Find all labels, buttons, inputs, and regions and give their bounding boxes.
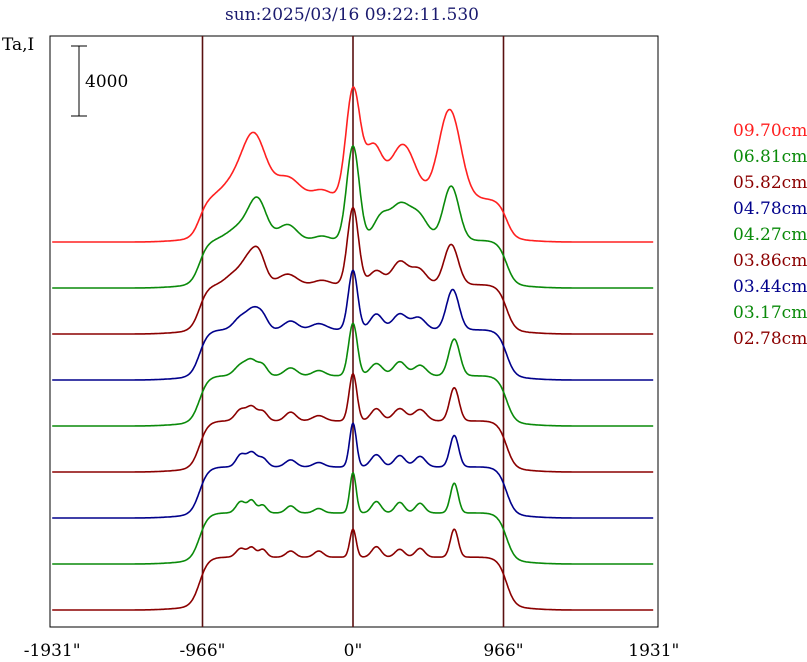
series-line-06.81cm xyxy=(52,145,654,289)
x-tick-label-2: 0" xyxy=(344,641,363,661)
series-line-05.82cm xyxy=(52,206,654,335)
series-line-04.78cm xyxy=(52,269,654,381)
x-tick-label-1: -966" xyxy=(179,641,225,661)
plot-area: 4000 -1931" -966" 0" 966" 1931" xyxy=(24,35,679,661)
series-line-04.27cm xyxy=(52,322,654,427)
series-line-03.17cm xyxy=(52,471,654,565)
x-tick-label-0: -1931" xyxy=(24,641,81,661)
x-tick-label-4: 1931" xyxy=(628,641,679,661)
series-line-03.44cm xyxy=(52,422,654,519)
legend-entry-04.27cm: 04.27cm xyxy=(733,225,807,245)
legend-entry-03.86cm: 03.86cm xyxy=(733,251,807,271)
legend-entry-05.82cm: 05.82cm xyxy=(733,173,807,193)
legend-entry-03.17cm: 03.17cm xyxy=(733,303,807,323)
legend-entry-09.70cm: 09.70cm xyxy=(733,121,807,141)
series-line-02.78cm xyxy=(52,528,654,611)
chart-title: sun:2025/03/16 09:22:11.530 xyxy=(225,5,479,25)
plot-frame xyxy=(49,35,659,628)
legend: 09.70cm 06.81cm 05.82cm 04.78cm 04.27cm 03.86… xyxy=(733,121,807,349)
legend-entry-04.78cm: 04.78cm xyxy=(733,199,807,219)
scale-bar-label: 4000 xyxy=(85,72,128,92)
x-tick-label-3: 966" xyxy=(483,641,523,661)
legend-entry-03.44cm: 03.44cm xyxy=(733,277,807,297)
series-line-03.86cm xyxy=(52,372,654,473)
y-axis-label: Ta,I xyxy=(2,35,34,55)
legend-entry-06.81cm: 06.81cm xyxy=(733,147,807,167)
series-line-09.70cm xyxy=(52,86,654,243)
legend-entry-02.78cm: 02.78cm xyxy=(733,329,807,349)
